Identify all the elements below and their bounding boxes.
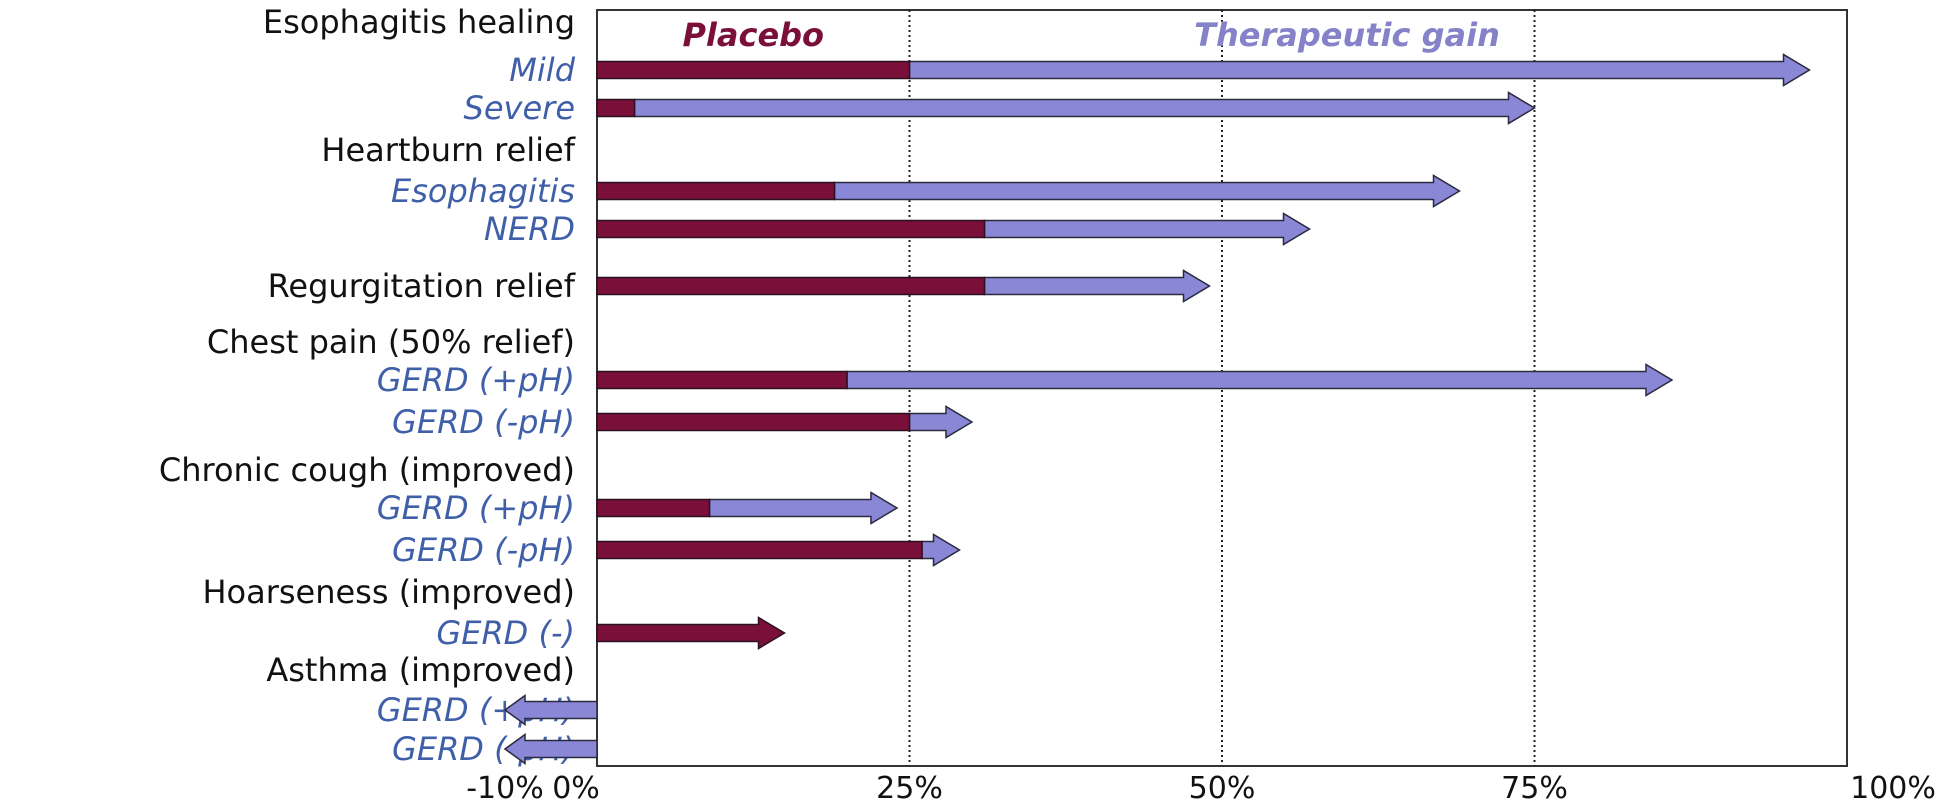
placebo-bar [596, 498, 711, 518]
category-label: Hoarseness (improved) [202, 573, 575, 611]
x-tick-label: 0% [552, 771, 600, 806]
x-tick-label: -10% [466, 771, 544, 806]
category-label: Chronic cough (improved) [159, 451, 575, 489]
placebo-bar [596, 276, 986, 296]
x-tick-label: 100% [1850, 771, 1936, 806]
gain-arrow [633, 91, 1536, 125]
subcategory-label: Severe [464, 89, 575, 127]
gain-arrow [846, 363, 1674, 397]
gain-arrow [908, 53, 1811, 87]
gain-arrow-negative [503, 694, 598, 726]
category-label: Esophagitis healing [263, 3, 575, 41]
series-label-placebo: Placebo [682, 16, 824, 54]
subcategory-label: GERD (-pH) [392, 531, 575, 569]
gain-arrow [983, 269, 1211, 303]
placebo-bar [596, 412, 911, 432]
gain-arrow [833, 174, 1461, 208]
category-label: Asthma (improved) [266, 651, 575, 689]
subcategory-label: GERD (+pH) [377, 489, 575, 527]
gain-arrow [708, 491, 899, 525]
series-label-therapeutic-gain: Therapeutic gain [1194, 16, 1500, 54]
gain-arrow-negative [503, 733, 598, 765]
placebo-bar [596, 540, 923, 560]
x-tick-label: 25% [876, 771, 943, 806]
placebo-bar [596, 98, 636, 118]
placebo-bar [596, 60, 911, 80]
subcategory-label: Esophagitis [391, 172, 575, 210]
subcategory-label: GERD (-pH) [392, 403, 575, 441]
placebo-bar [596, 370, 848, 390]
subcategory-label: NERD [484, 210, 575, 248]
placebo-bar [596, 219, 986, 239]
subcategory-label: GERD (-) [436, 614, 575, 652]
x-tick-label: 50% [1189, 771, 1256, 806]
placebo-arrow [596, 616, 786, 650]
gain-arrow [908, 405, 974, 439]
subcategory-label: GERD (+pH) [377, 361, 575, 399]
x-tick-label: 75% [1501, 771, 1568, 806]
gain-arrow [921, 533, 961, 567]
category-label: Chest pain (50% relief) [207, 323, 575, 361]
category-label: Regurgitation relief [268, 267, 576, 305]
subcategory-label: Mild [509, 51, 575, 89]
placebo-bar [596, 181, 836, 201]
category-label: Heartburn relief [321, 131, 575, 169]
gain-arrow [983, 212, 1311, 246]
